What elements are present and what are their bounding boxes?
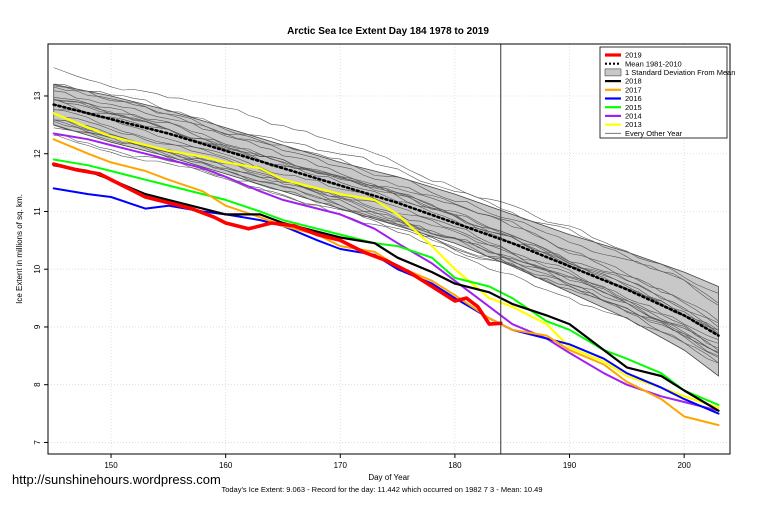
every-other-year-line [53,113,719,351]
x-axis-label: Day of Year [368,473,410,482]
legend-entry: 2014 [625,112,642,121]
legend-entry: 2016 [625,94,642,103]
every-other-year-line [53,99,719,331]
every-other-year-lines [53,67,719,364]
legend-box [599,46,728,139]
every-other-year-line [53,90,719,322]
legend-entry: 2017 [625,85,642,94]
series-line-2015 [52,158,720,406]
series-line-2014 [52,132,720,412]
series-line-mean-1981-2010 [52,103,720,337]
y-axis-label: Ice Extent in millions of sq. km. [15,194,24,304]
legend-entry: Mean 1981-2010 [625,59,682,68]
x-tick-label: 150 [104,461,118,470]
legend-entry: 2018 [625,77,642,86]
every-other-year-line [53,121,719,353]
y-tick-label: 8 [33,382,42,387]
footer-stats: Today's Ice Extent: 9.063 - Record for t… [221,485,542,494]
chart-title: Arctic Sea Ice Extent Day 184 1978 to 20… [287,26,489,37]
legend-entry: 2015 [625,103,642,112]
series-line-2018 [52,164,720,412]
series-line-2019 [51,162,503,326]
every-other-year-line [53,109,719,340]
y-tick-label: 10 [33,264,42,273]
y-tick-label: 11 [33,207,42,216]
legend-entry: Every Other Year [625,129,683,138]
y-tick-label: 13 [33,91,42,100]
plot-frame [47,43,731,455]
x-axis-ticks: 150 160 170 180 190 200 [104,454,691,470]
every-other-year-line [53,135,719,358]
every-other-year-line [53,103,719,331]
every-other-year-line [53,98,719,334]
legend-entry: 2013 [625,120,642,129]
every-other-year-line [53,119,719,357]
legend-entry: 2019 [625,51,642,60]
every-other-year-line [53,133,719,364]
x-tick-label: 170 [334,461,348,470]
every-other-year-line [53,67,719,294]
y-tick-label: 9 [33,324,42,329]
x-tick-label: 200 [677,461,691,470]
x-tick-label: 160 [219,461,233,470]
every-other-year-line [53,127,719,354]
y-tick-label: 7 [33,440,42,445]
y-axis-ticks: 7 8 9 10 11 12 13 [33,91,48,445]
blog-url-watermark: http://sunshinehours.wordpress.com [12,472,221,487]
every-other-year-line [53,83,719,304]
x-tick-label: 180 [448,461,462,470]
legend-swatch [604,68,622,77]
series-lines [51,103,720,427]
x-tick-label: 190 [563,461,577,470]
series-line-2013 [52,112,720,409]
every-other-year-line [53,85,719,324]
y-tick-label: 12 [33,149,42,158]
legend-entry: 1 Standard Deviation From Mean [625,68,735,77]
